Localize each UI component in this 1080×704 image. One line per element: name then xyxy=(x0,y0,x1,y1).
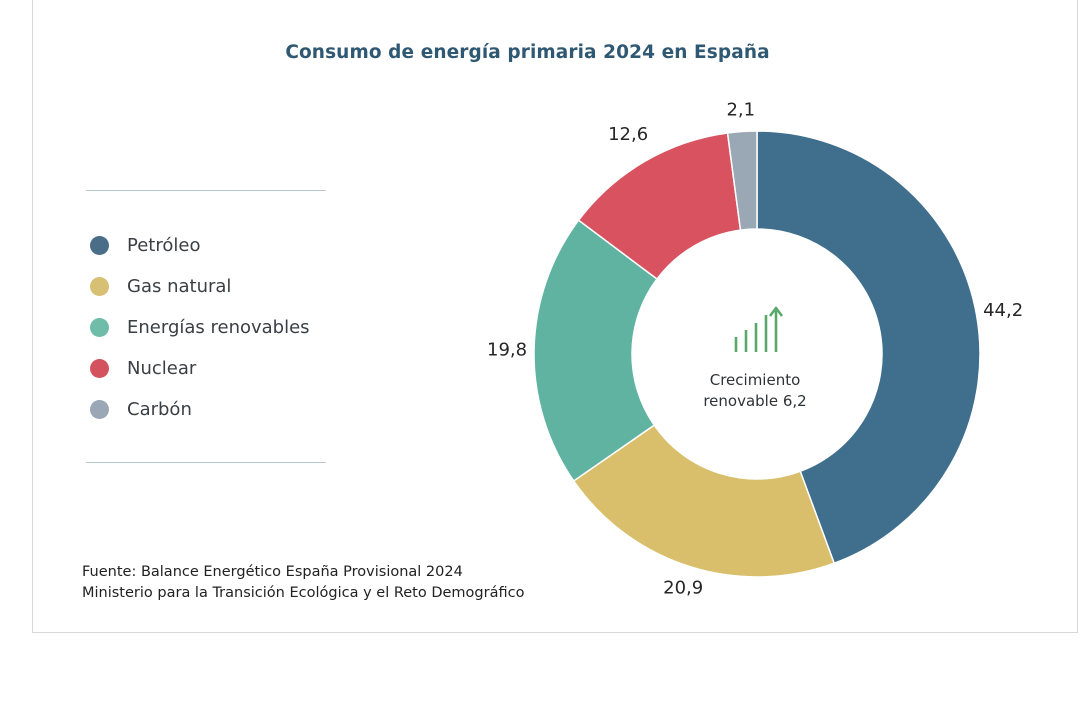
growth-bars-arrow-icon xyxy=(734,306,784,352)
source-line-1: Fuente: Balance Energético España Provis… xyxy=(82,564,463,580)
legend-swatch-carbon xyxy=(90,399,109,419)
legend-item-petroleo: Petróleo xyxy=(90,232,200,258)
chart-title: Consumo de energía primaria 2024 en Espa… xyxy=(285,42,770,63)
value-label-carbon: 2,1 xyxy=(726,100,755,121)
center-label-line-1: Crecimiento xyxy=(710,371,801,389)
legend-label-nuclear: Nuclear xyxy=(127,357,197,379)
legend-item-nuclear: Nuclear xyxy=(90,355,196,381)
legend-item-gas-natural: Gas natural xyxy=(90,273,231,299)
legend-top-divider xyxy=(86,190,326,191)
legend-swatch-petroleo xyxy=(90,235,109,255)
legend-item-carbon: Carbón xyxy=(90,396,192,422)
value-label-renovables: 19,8 xyxy=(487,339,527,360)
source-line-2: Ministerio para la Transición Ecológica … xyxy=(82,585,525,601)
donut-value-labels: 44,2 20,9 19,8 12,6 2,1 xyxy=(487,100,1023,599)
legend-label-carbon: Carbón xyxy=(127,398,192,420)
legend-swatch-renovables xyxy=(90,317,109,337)
legend-label-gas-natural: Gas natural xyxy=(127,275,232,297)
donut-hole xyxy=(632,229,882,479)
value-label-gas-natural: 20,9 xyxy=(663,578,703,599)
source-note: Fuente: Balance Energético España Provis… xyxy=(82,562,524,604)
value-label-nuclear: 12,6 xyxy=(608,124,648,145)
legend-label-renovables: Energías renovables xyxy=(127,316,310,338)
legend-bottom-divider xyxy=(86,462,326,463)
legend-item-renovables: Energías renovables xyxy=(90,314,310,340)
legend-label-petroleo: Petróleo xyxy=(127,234,201,256)
donut-slices xyxy=(533,130,981,578)
value-label-petroleo: 44,2 xyxy=(983,300,1023,321)
center-label-line-2: renovable 6,2 xyxy=(703,392,806,410)
legend-swatch-gas-natural xyxy=(90,276,109,296)
donut-slice-gas-natural xyxy=(572,424,836,578)
legend-swatch-nuclear xyxy=(90,358,109,378)
